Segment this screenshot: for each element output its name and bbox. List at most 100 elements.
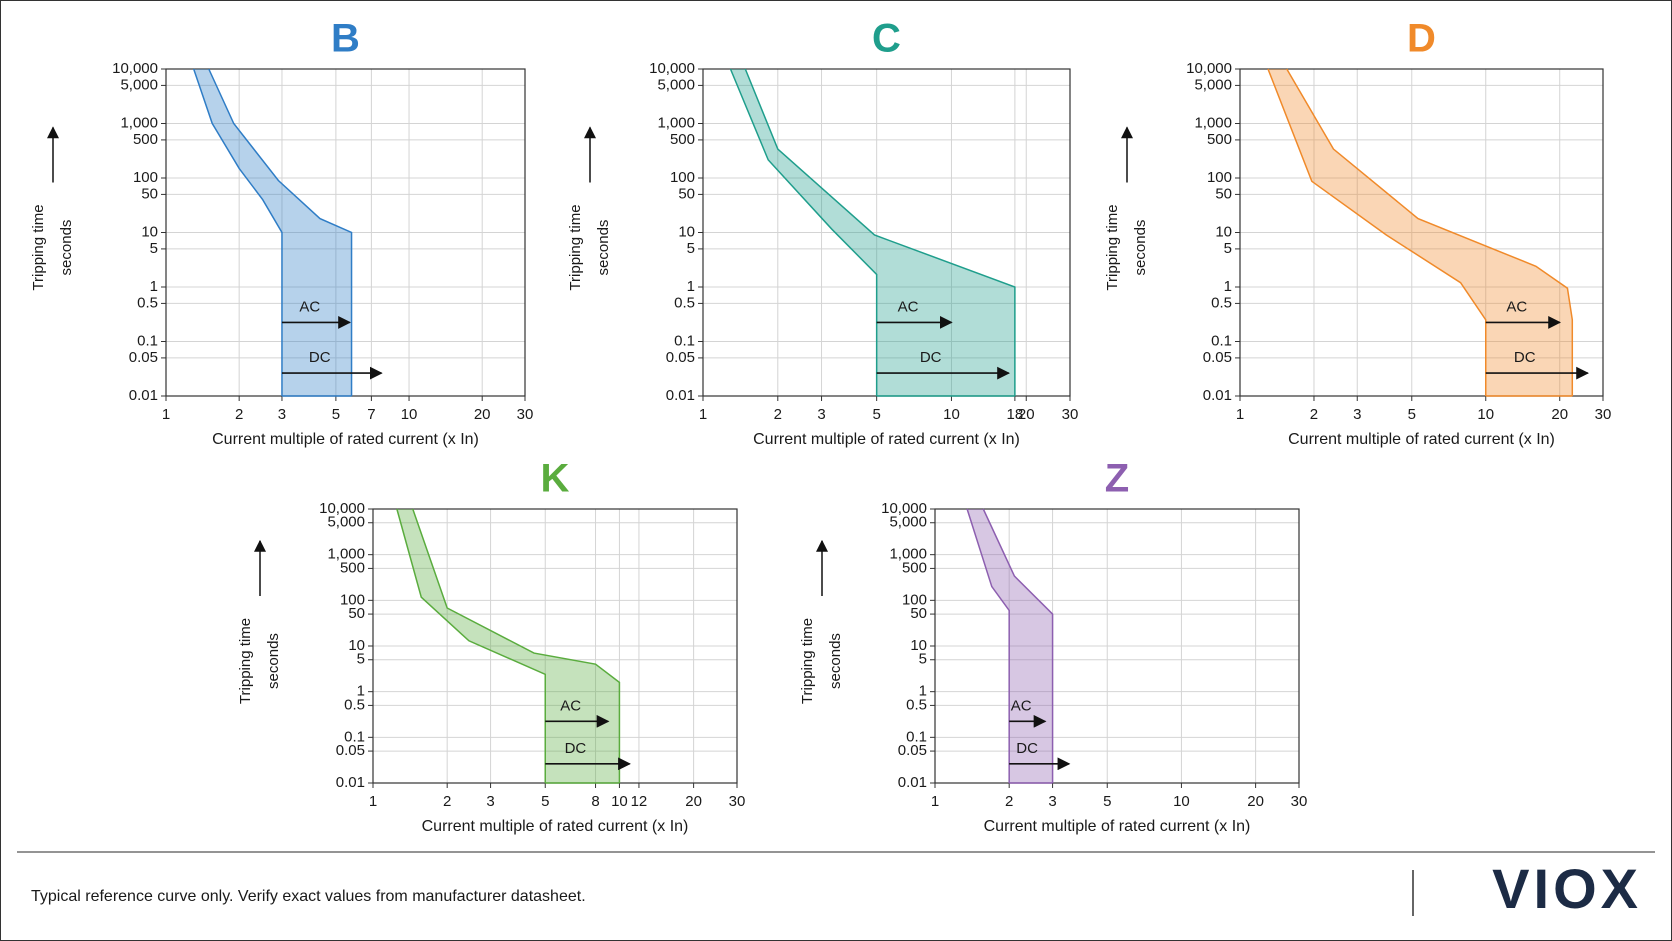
- footer-note: Typical reference curve only. Verify exa…: [31, 888, 586, 905]
- y-tick-label: 5: [150, 240, 158, 257]
- y-tick-label: 5: [919, 651, 927, 668]
- chart-title: C: [872, 17, 901, 61]
- range-label: DC: [920, 349, 942, 366]
- x-tick-label: 20: [1018, 406, 1035, 423]
- range-label: AC: [299, 298, 320, 315]
- trip-band: [193, 69, 352, 396]
- y-tick-label: 1: [1224, 278, 1232, 295]
- y-tick-label: 0.05: [666, 349, 695, 366]
- y-tick-label: 100: [902, 591, 927, 608]
- y-tick-label: 0.05: [336, 742, 365, 759]
- x-tick-label: 2: [235, 406, 243, 423]
- chart-title: D: [1407, 17, 1436, 61]
- y-tick-label: 10: [141, 223, 158, 240]
- plot-frame: [1239, 68, 1604, 397]
- x-tick-label: 3: [278, 406, 286, 423]
- y-tick-label: 5,000: [327, 514, 365, 531]
- y-tick-label: 1,000: [327, 546, 365, 563]
- y-tick-label: 100: [670, 169, 695, 186]
- y-tick-label: 5,000: [1194, 76, 1232, 93]
- y-axis-unit: seconds: [265, 633, 282, 689]
- trip-band: [396, 509, 620, 783]
- y-tick-label: 0.05: [1203, 349, 1232, 366]
- x-tick-label: 30: [1595, 406, 1612, 423]
- trip-curve: [412, 508, 621, 783]
- x-tick-label: 5: [541, 793, 549, 810]
- x-tick-label: 8: [591, 793, 599, 810]
- chart-title: K: [541, 457, 570, 501]
- y-tick-label: 0.01: [898, 774, 927, 791]
- y-axis-unit: seconds: [1132, 220, 1149, 276]
- x-tick-label: 2: [443, 793, 451, 810]
- y-tick-label: 10,000: [1186, 60, 1232, 77]
- y-tick-label: 0.1: [137, 332, 158, 349]
- y-axis-unit: seconds: [595, 220, 612, 276]
- y-tick-label: 5,000: [657, 76, 695, 93]
- trip-band: [1268, 69, 1573, 396]
- trip-curve: [1286, 68, 1574, 396]
- y-tick-label: 100: [340, 591, 365, 608]
- y-tick-label: 0.5: [137, 294, 158, 311]
- y-tick-label: 0.01: [336, 774, 365, 791]
- y-tick-label: 50: [141, 185, 158, 202]
- x-tick-label: 1: [162, 406, 170, 423]
- y-tick-label: 1,000: [120, 114, 158, 131]
- y-tick-label: 10: [1215, 223, 1232, 240]
- y-tick-label: 10,000: [649, 60, 695, 77]
- trip-curve: [1267, 68, 1487, 396]
- x-tick-label: 5: [1103, 793, 1111, 810]
- x-tick-label: 10: [1173, 793, 1190, 810]
- x-tick-label: 2: [774, 406, 782, 423]
- x-tick-label: 10: [1477, 406, 1494, 423]
- x-tick-label: 5: [1408, 406, 1416, 423]
- y-tick-label: 0.05: [898, 742, 927, 759]
- x-tick-label: 2: [1310, 406, 1318, 423]
- y-tick-label: 0.1: [344, 728, 365, 745]
- y-tick-label: 0.05: [129, 349, 158, 366]
- y-tick-label: 10: [348, 637, 365, 654]
- trip-curve: [208, 68, 353, 396]
- chart-title: B: [331, 17, 360, 61]
- y-tick-label: 10: [910, 637, 927, 654]
- y-tick-label: 10,000: [319, 500, 365, 517]
- y-axis-unit: seconds: [58, 220, 75, 276]
- y-tick-label: 500: [902, 559, 927, 576]
- y-tick-label: 1,000: [657, 114, 695, 131]
- x-axis-label: Current multiple of rated current (x In): [212, 431, 479, 448]
- y-tick-label: 10,000: [881, 500, 927, 517]
- y-tick-label: 5: [1224, 240, 1232, 257]
- range-label: AC: [898, 298, 919, 315]
- range-label: AC: [560, 697, 581, 714]
- y-tick-label: 50: [910, 605, 927, 622]
- x-tick-label: 3: [1353, 406, 1361, 423]
- y-tick-label: 0.5: [1211, 294, 1232, 311]
- x-tick-label: 10: [943, 406, 960, 423]
- y-axis-label: Tripping time: [30, 204, 47, 290]
- range-label: AC: [1506, 298, 1527, 315]
- y-tick-label: 10: [678, 223, 695, 240]
- x-tick-label: 1: [699, 406, 707, 423]
- y-tick-label: 10,000: [112, 60, 158, 77]
- x-tick-label: 20: [685, 793, 702, 810]
- x-tick-label: 30: [729, 793, 746, 810]
- trip-curve: [982, 508, 1054, 783]
- x-tick-label: 2: [1005, 793, 1013, 810]
- range-label: AC: [1011, 697, 1032, 714]
- y-tick-label: 500: [1207, 131, 1232, 148]
- y-axis-label: Tripping time: [1104, 204, 1121, 290]
- range-label: DC: [1016, 740, 1038, 757]
- y-tick-label: 50: [348, 605, 365, 622]
- y-tick-label: 1,000: [1194, 114, 1232, 131]
- x-tick-label: 3: [486, 793, 494, 810]
- chart-title: Z: [1105, 457, 1129, 501]
- y-tick-label: 5: [687, 240, 695, 257]
- x-tick-label: 30: [1062, 406, 1079, 423]
- x-tick-label: 5: [332, 406, 340, 423]
- y-tick-label: 1: [150, 278, 158, 295]
- trip-curve: [744, 68, 1016, 396]
- x-tick-label: 10: [611, 793, 628, 810]
- x-tick-label: 18: [1007, 406, 1024, 423]
- y-axis-unit: seconds: [827, 633, 844, 689]
